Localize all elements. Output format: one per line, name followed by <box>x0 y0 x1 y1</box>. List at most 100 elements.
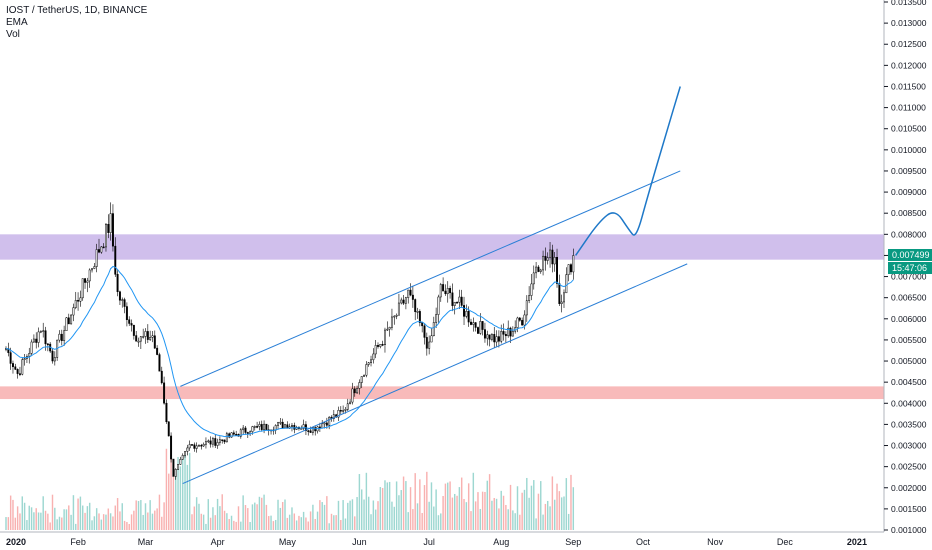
symbol-title[interactable]: IOST / TetherUS, 1D, BINANCE <box>6 5 148 16</box>
volume-bar <box>91 520 93 530</box>
candle-body <box>444 290 447 295</box>
volume-bar <box>451 497 454 530</box>
candle-body <box>198 444 200 447</box>
candle-body <box>216 442 219 446</box>
volume-bar <box>460 477 463 530</box>
candle-body <box>244 427 247 433</box>
volume-bar <box>102 514 105 530</box>
volume-bar <box>521 492 523 530</box>
price-tick-label: 0.008000 <box>891 229 927 239</box>
volume-bar <box>281 502 284 530</box>
candle-body <box>537 266 540 272</box>
volume-bar <box>270 515 272 530</box>
candle-body <box>493 334 496 343</box>
candle-body <box>132 324 135 336</box>
candle-body <box>28 353 31 357</box>
volume-bar <box>293 513 296 530</box>
candle-body <box>207 440 210 443</box>
candle-body <box>442 284 445 292</box>
volume-bar <box>126 521 128 530</box>
candle-body <box>9 352 12 364</box>
candle-body <box>165 402 168 422</box>
candle-body <box>342 410 345 412</box>
candle-body <box>483 329 486 339</box>
volume-bar <box>556 483 558 530</box>
candle-body <box>465 310 468 317</box>
time-tick-label: Dec <box>777 537 794 547</box>
candle-body <box>404 297 407 304</box>
volume-bar <box>381 487 384 530</box>
time-tick-label: Nov <box>707 537 724 547</box>
candle-body <box>209 440 212 445</box>
volume-bar <box>502 495 505 530</box>
volume-bar <box>337 500 340 530</box>
volume-bar <box>95 508 98 530</box>
price-tick-label: 0.001500 <box>891 504 927 514</box>
price-tick-label: 0.005500 <box>891 335 927 345</box>
time-tick-label: Mar <box>138 537 154 547</box>
volume-bar <box>367 496 370 530</box>
candle-body <box>249 431 252 434</box>
candle-body <box>453 301 456 306</box>
volume-bar <box>509 484 512 530</box>
volume-bar <box>184 452 186 530</box>
volume-bar <box>177 457 179 530</box>
candle-body <box>546 257 549 261</box>
candle-body <box>367 362 370 365</box>
candle-body <box>523 314 526 326</box>
candle-body <box>344 409 347 411</box>
time-tick-label: Feb <box>70 537 86 547</box>
volume-bar <box>433 506 435 530</box>
volume-bar <box>26 520 28 530</box>
price-tick-label: 0.002000 <box>891 483 927 493</box>
candle-body <box>502 331 505 335</box>
ema-indicator-label[interactable]: EMA <box>6 17 28 28</box>
candle-body <box>325 422 328 426</box>
volume-bar <box>412 509 414 530</box>
volume-bar <box>151 513 154 530</box>
time-tick-label: Oct <box>636 537 651 547</box>
candle-body <box>407 289 410 298</box>
candle-body <box>570 264 572 273</box>
price-tick-label: 0.010000 <box>891 145 927 155</box>
candle-body <box>507 327 510 337</box>
candle-body <box>105 223 107 248</box>
zones-layer <box>0 234 884 400</box>
volume-bar <box>33 512 35 530</box>
volume-bar <box>316 511 319 530</box>
volume-bar <box>47 513 49 530</box>
volume-bar <box>463 498 465 530</box>
candle-body <box>428 341 431 349</box>
volume-bar <box>309 511 312 530</box>
volume-bar <box>321 502 323 530</box>
volume-bar <box>161 516 163 530</box>
candle-body <box>81 278 84 299</box>
volume-bar <box>454 493 456 530</box>
volume-bar <box>447 482 449 530</box>
volume-bar <box>426 471 428 530</box>
price-tick-label: 0.006000 <box>891 314 927 324</box>
volume-bar <box>402 476 405 530</box>
candle-body <box>472 322 475 325</box>
volume-bar <box>347 502 349 530</box>
time-tick-label: 2021 <box>847 537 867 547</box>
candle-body <box>532 272 535 285</box>
volume-bar <box>526 477 528 530</box>
candle-body <box>225 433 228 443</box>
candle-body <box>221 439 224 441</box>
candle-body <box>18 373 21 375</box>
volume-bar <box>472 472 475 530</box>
volume-bar <box>286 517 289 530</box>
candle-body <box>430 335 433 343</box>
channel-lower-line <box>182 263 688 484</box>
candle-body <box>490 334 493 340</box>
candle-body <box>95 249 98 267</box>
candle-body <box>100 246 103 253</box>
volume-bar <box>498 508 500 530</box>
candle-body <box>504 334 507 337</box>
candle-body <box>146 331 149 340</box>
volume-bar <box>256 504 258 530</box>
volume-indicator-label[interactable]: Vol <box>6 29 20 40</box>
volume-bar <box>209 517 212 530</box>
